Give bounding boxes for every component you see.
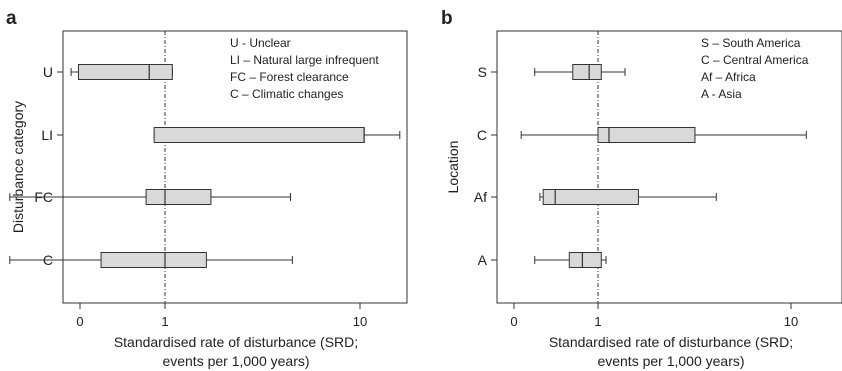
x-tick-label: 1	[594, 314, 601, 329]
legend: U - Unclear LI – Natural large infrequen…	[230, 36, 379, 101]
legend-entry: A - Asia	[701, 87, 742, 101]
y-tick-label: U	[43, 64, 53, 80]
box	[542, 189, 639, 205]
y-axis-label: Disturbance category	[10, 101, 26, 233]
legend-entry: Af – Africa	[701, 70, 756, 84]
box	[100, 252, 207, 268]
panel-label: b	[441, 8, 453, 29]
y-tick-label: C	[477, 127, 487, 143]
box	[568, 252, 602, 268]
x-axis-label-line1: Standardised rate of disturbance (SRD;	[114, 334, 358, 350]
x-axis-label-line1: Standardised rate of disturbance (SRD;	[549, 334, 793, 350]
box	[597, 127, 696, 143]
x-tick-label: 0	[76, 314, 83, 329]
plot-marks: 0 1 10 S C Af A	[474, 31, 807, 329]
legend-entry: C – Central America	[701, 53, 809, 67]
x-axis-label-line2: events per 1,000 years)	[597, 353, 744, 369]
y-tick-label: A	[478, 252, 488, 268]
box	[153, 127, 365, 143]
x-tick-label: 10	[353, 314, 367, 329]
box	[77, 64, 173, 80]
legend-entry: S – South America	[701, 36, 801, 50]
legend-entry: U - Unclear	[230, 36, 291, 50]
legend-entry: LI – Natural large infrequent	[230, 53, 379, 67]
y-tick-label: S	[478, 64, 487, 80]
y-tick-label: Af	[474, 189, 487, 205]
x-axis-label-line2: events per 1,000 years)	[162, 353, 309, 369]
plot-frame	[62, 30, 408, 304]
box	[572, 64, 602, 80]
x-tick-label: 10	[784, 314, 798, 329]
box	[145, 189, 212, 205]
panel-b: b Location Standardised rate of disturba…	[441, 8, 842, 369]
legend-entry: C – Climatic changes	[230, 87, 343, 101]
plot-frame	[496, 30, 842, 304]
legend: S – South America C – Central America Af…	[701, 36, 809, 101]
x-tick-label: 0	[510, 314, 517, 329]
legend-entry: FC – Forest clearance	[230, 70, 349, 84]
y-tick-label: LI	[41, 127, 53, 143]
panel-label: a	[6, 8, 17, 29]
x-tick-label: 1	[161, 314, 168, 329]
y-axis-label: Location	[445, 141, 461, 194]
panel-a: a Disturbance category Standardised rate…	[6, 8, 408, 369]
